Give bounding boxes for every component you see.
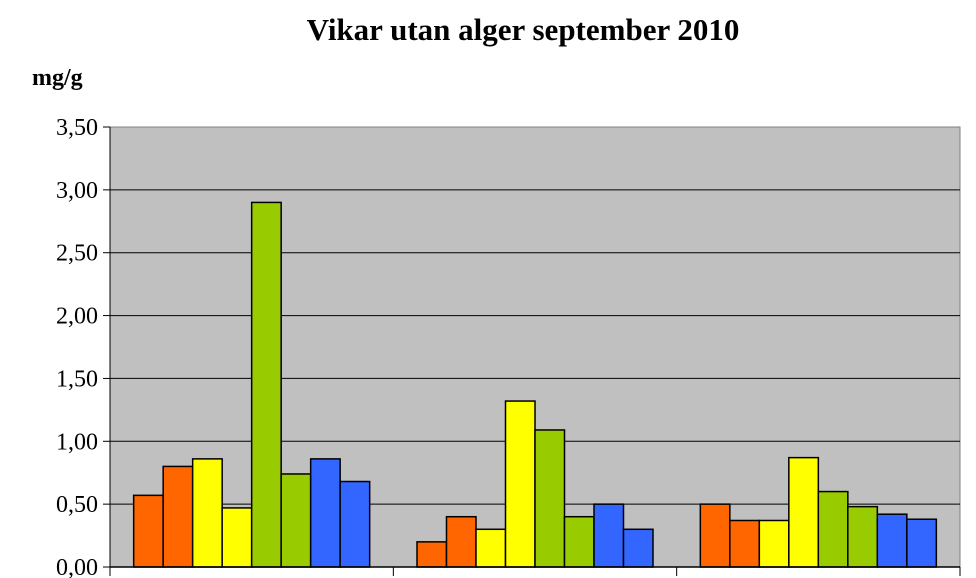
bar [534, 429, 566, 568]
bar [132, 494, 164, 568]
bar [593, 503, 625, 568]
bar [729, 519, 761, 568]
bar [221, 507, 253, 568]
bar [191, 458, 223, 568]
bar [280, 473, 312, 568]
bar [339, 480, 371, 568]
bar [445, 515, 477, 568]
y-tick-label: 2,50 [56, 241, 98, 267]
bars [132, 201, 938, 568]
y-tick-label: 1,00 [56, 429, 98, 455]
bar [475, 528, 507, 568]
bar [788, 456, 820, 568]
y-tick-label: 0,00 [56, 555, 98, 578]
y-axis-label: mg/g [32, 65, 83, 91]
y-axis-ticks: 0,00 0,50 1,00 1,50 2,00 2,50 3,00 3,50 [56, 115, 110, 578]
x-axis [109, 127, 961, 576]
bar [250, 201, 282, 568]
y-tick-label: 3,50 [56, 115, 98, 141]
y-tick-label: 3,00 [56, 178, 98, 204]
bar [699, 503, 731, 568]
bar [563, 515, 595, 568]
bar [876, 513, 908, 568]
y-tick-label: 0,50 [56, 492, 98, 518]
bar [504, 400, 536, 568]
bar [309, 458, 341, 568]
y-tick-label: 1,50 [56, 366, 98, 392]
y-tick-label: 2,00 [56, 304, 98, 330]
chart-title: Vikar utan alger september 2010 [307, 12, 740, 47]
bar [622, 528, 654, 568]
bar [817, 490, 849, 568]
bar [416, 541, 448, 568]
bar [847, 505, 879, 568]
bar [162, 465, 194, 568]
bar [758, 519, 790, 568]
bar [906, 518, 938, 568]
